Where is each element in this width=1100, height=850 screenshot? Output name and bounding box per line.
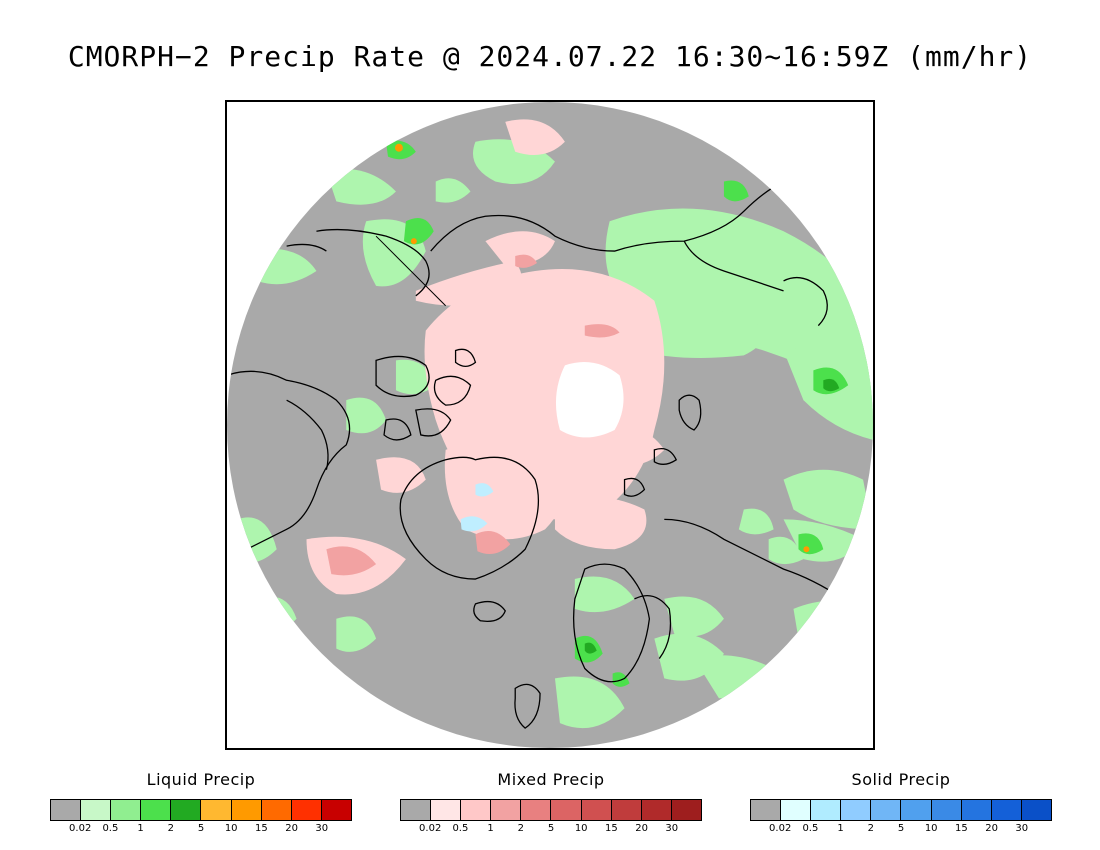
legend-ticks: 0.02 0.5 1 2 5 10 15 20 30 [50, 823, 352, 839]
legend-swatch [901, 800, 932, 820]
legend-tick-label: 1 [837, 823, 844, 834]
legend-swatch [521, 800, 552, 820]
legend-tick-label: 15 [955, 823, 968, 834]
legend-tick-label: 30 [315, 823, 329, 834]
legend-tick-label: 2 [517, 823, 524, 834]
liquid-precip-heavy [584, 378, 840, 654]
legend-tick-label: 20 [985, 823, 998, 834]
legend-tick-label: 5 [897, 823, 905, 834]
legend-tick-label: 20 [635, 823, 648, 834]
legend-swatch [751, 800, 782, 820]
legend-swatch [461, 800, 492, 820]
legend-title: Liquid Precip [146, 770, 256, 789]
legend-solid-precip: Solid Precip 0.02 0.5 1 2 5 10 15 20 30 [750, 770, 1052, 839]
legend-tick-label: 30 [665, 823, 679, 834]
missing-data-zone [555, 362, 624, 438]
mixed-precip-moderate [326, 254, 620, 576]
legend-swatch [581, 800, 612, 820]
legend-swatch [231, 800, 262, 820]
legend-swatch [201, 800, 232, 820]
legend-swatch [811, 800, 842, 820]
legend-tick-label: 0.02 [419, 823, 442, 834]
legend-swatch [141, 800, 172, 820]
legend-swatch [641, 800, 672, 820]
legend-title: Solid Precip [851, 770, 951, 789]
legend-tick-label: 2 [167, 823, 174, 834]
legend-swatch [1021, 800, 1051, 820]
legend-swatch [671, 800, 701, 820]
legend-mixed-precip: Mixed Precip 0.02 0.5 1 2 5 10 15 20 30 [400, 770, 702, 839]
legend-ticks: 0.02 0.5 1 2 5 10 15 20 30 [400, 823, 702, 839]
legend-tick-label: 10 [924, 823, 938, 834]
legend-swatch [431, 800, 462, 820]
legend-swatch [401, 800, 432, 820]
legend-swatch [781, 800, 812, 820]
legend-swatch [871, 800, 902, 820]
legend-swatch [81, 800, 112, 820]
legend-tick-label: 0.5 [102, 823, 119, 834]
legend-tick-label: 0.02 [69, 823, 92, 834]
legend-tick-label: 30 [1015, 823, 1029, 834]
legend-title: Mixed Precip [497, 770, 605, 789]
legend-ticks: 0.02 0.5 1 2 5 10 15 20 30 [750, 823, 1052, 839]
legend-swatch [991, 800, 1022, 820]
legend-color-bar [750, 799, 1052, 821]
legend-liquid-precip: Liquid Precip 0.02 0.5 1 2 5 10 15 20 30 [50, 770, 352, 839]
legend-tick-label: 10 [224, 823, 238, 834]
legend-tick-label: 0.02 [769, 823, 792, 834]
legend-tick-label: 0.5 [452, 823, 469, 834]
legend-color-bar [400, 799, 702, 821]
legend-swatch [961, 800, 992, 820]
legend-tick-label: 1 [487, 823, 494, 834]
chart-title: CMORPH−2 Precip Rate @ 2024.07.22 16:30~… [67, 40, 1033, 73]
legend-tick-label: 2 [867, 823, 874, 834]
legend-swatch [111, 800, 142, 820]
legend-tick-label: 0.5 [802, 823, 819, 834]
legend-tick-label: 10 [574, 823, 588, 834]
legend-swatch [51, 800, 82, 820]
legend-color-bar [50, 799, 352, 821]
legend-swatch [931, 800, 962, 820]
liquid-precip-moderate [386, 140, 849, 687]
legend-swatch [551, 800, 582, 820]
legend-tick-label: 15 [605, 823, 618, 834]
legend-swatch [491, 800, 522, 820]
legend-tick-label: 15 [255, 823, 268, 834]
legend-swatch [171, 800, 202, 820]
legend-swatch [321, 800, 351, 820]
precip-map-svg [227, 102, 873, 748]
liquid-precip-intense [394, 143, 810, 553]
polar-map[interactable] [225, 100, 875, 750]
legend-swatch [261, 800, 292, 820]
legend-swatch [841, 800, 872, 820]
solid-precip-areas [460, 483, 494, 532]
coastlines [227, 180, 873, 729]
legend-tick-label: 5 [547, 823, 555, 834]
legend-swatch [611, 800, 642, 820]
legend-tick-label: 20 [285, 823, 298, 834]
legend-tick-label: 1 [137, 823, 144, 834]
legend-tick-label: 5 [197, 823, 205, 834]
legend-swatch [291, 800, 322, 820]
